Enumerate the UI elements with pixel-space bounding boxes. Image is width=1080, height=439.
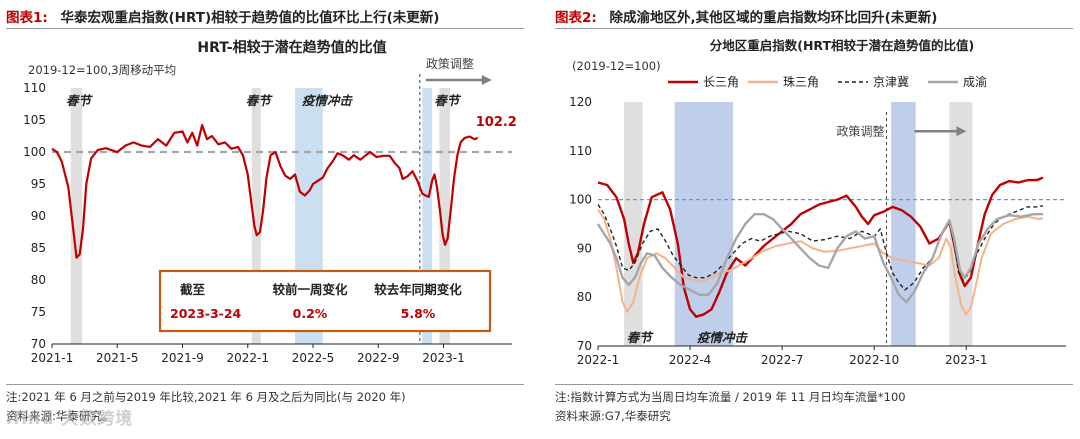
chart-subtitle: 2019-12=100,3周移动平均 xyxy=(28,63,176,77)
series-line-hrt xyxy=(51,124,479,259)
right-footer-rule xyxy=(555,384,1073,385)
legend-label: 珠三角 xyxy=(783,75,819,89)
x-tick-label: 2023-1 xyxy=(945,353,988,367)
left-header-text: 华泰宏观重启指数(HRT)相较于趋势值的比值环比上行(未更新) xyxy=(60,10,440,26)
y-tick-label: 100 xyxy=(569,193,592,207)
info-yoy: 5.8% xyxy=(401,306,436,321)
series-line-京津冀 xyxy=(597,204,1044,291)
info-header-date: 截至 xyxy=(180,282,206,297)
y-tick-label: 90 xyxy=(577,241,592,255)
legend-label: 京津冀 xyxy=(873,75,909,89)
last-value-label: 102.2 xyxy=(476,115,517,130)
x-tick-label: 2022-1 xyxy=(226,351,269,365)
x-tick-label: 2022-7 xyxy=(761,353,804,367)
series-line-成渝 xyxy=(596,213,1043,304)
shaded-span-1 xyxy=(674,102,734,346)
watermark: ifind 大数跨境 xyxy=(6,409,134,429)
shaded-span-label: 疫情冲击 xyxy=(302,93,354,108)
chart-title: 分地区重启指数(HRT相较于潜在趋势值的比值) xyxy=(710,38,974,53)
y-tick-label: 95 xyxy=(31,177,46,191)
info-box xyxy=(158,269,492,333)
x-tick-label: 2022-9 xyxy=(357,351,400,365)
chart-title: HRT-相较于潜在趋势值的比值 xyxy=(197,39,386,56)
y-tick-label: 120 xyxy=(569,95,592,109)
legend-label: 成渝 xyxy=(963,74,987,89)
y-tick-label: 105 xyxy=(23,113,46,127)
shaded-span-0 xyxy=(70,88,83,344)
series-line-珠三角 xyxy=(597,208,1044,316)
x-tick-label: 2021-1 xyxy=(31,351,74,365)
left-source: 资料来源:华泰研究。 xyxy=(6,409,114,423)
right-source: 资料来源:G7,华泰研究 xyxy=(555,409,671,423)
shaded-span-2 xyxy=(891,102,916,346)
right-header-text: 除成渝地区外,其他区域的重启指数均环比回升(未更新) xyxy=(609,10,938,26)
y-tick-label: 110 xyxy=(569,144,592,158)
info-date: 2023-3-24 xyxy=(170,306,242,321)
policy-arrow-head xyxy=(956,126,967,137)
left-note: 注:2021 年 6 月之前与2019 年比较,2021 年 6 月及之后为同比… xyxy=(6,390,406,404)
x-tick-label: 2022-5 xyxy=(292,351,335,365)
x-tick-label: 2023-1 xyxy=(422,351,465,365)
x-tick-label: 2022-4 xyxy=(669,353,712,367)
y-tick-label: 75 xyxy=(31,305,46,319)
info-header-wow: 较前一周变化 xyxy=(272,282,348,297)
legend-label: 长三角 xyxy=(703,75,739,89)
y-tick-label: 70 xyxy=(31,337,46,351)
y-tick-label: 80 xyxy=(31,273,46,287)
right-header-label: 图表2: xyxy=(555,10,597,26)
series-line-长三角 xyxy=(597,176,1044,318)
left-footer-rule xyxy=(6,384,524,385)
left-header-label: 图表1: xyxy=(6,10,48,26)
right-header-rule xyxy=(555,28,1073,29)
y-tick-label: 85 xyxy=(31,241,46,255)
x-tick-label: 2021-9 xyxy=(161,351,204,365)
info-wow: 0.2% xyxy=(293,306,328,321)
y-tick-label: 70 xyxy=(577,339,592,353)
shaded-span-1 xyxy=(251,88,261,344)
x-tick-label: 2021-5 xyxy=(96,351,139,365)
x-tick-label: 2022-10 xyxy=(849,353,899,367)
shaded-span-label: 春节 xyxy=(434,93,462,108)
right-chart: 分地区重启指数(HRT相较于潜在趋势值的比值) (2019-12=100) 长三角 珠… xyxy=(569,38,1066,367)
right-header: 图表2: 除成渝地区外,其他区域的重启指数均环比回升(未更新) xyxy=(555,6,937,26)
info-header-yoy: 较去年同期变化 xyxy=(374,282,462,297)
y-tick-label: 80 xyxy=(577,290,592,304)
shaded-span-3 xyxy=(422,88,433,344)
x-tick-label: 2022-1 xyxy=(577,353,620,367)
chart-subtitle: (2019-12=100) xyxy=(572,59,661,73)
y-tick-label: 90 xyxy=(31,209,46,223)
policy-label: 政策调整 xyxy=(836,123,884,138)
shaded-span-label: 春节 xyxy=(66,93,94,108)
y-tick-label: 110 xyxy=(23,81,46,95)
policy-label: 政策调整 xyxy=(426,56,474,71)
left-header: 图表1: 华泰宏观重启指数(HRT)相较于趋势值的比值环比上行(未更新) xyxy=(6,6,439,26)
right-note: 注:指数计算方式为当周日均车流量 / 2019 年 11 月日均车流量*100 xyxy=(555,390,906,404)
shaded-span-label: 春节 xyxy=(627,330,655,345)
shaded-span-4 xyxy=(439,88,451,344)
left-header-rule xyxy=(6,28,524,29)
shaded-span-label: 春节 xyxy=(246,93,274,108)
y-tick-label: 100 xyxy=(23,145,46,159)
shaded-span-label: 疫情冲击 xyxy=(697,330,749,345)
policy-arrow-head xyxy=(481,75,492,85)
